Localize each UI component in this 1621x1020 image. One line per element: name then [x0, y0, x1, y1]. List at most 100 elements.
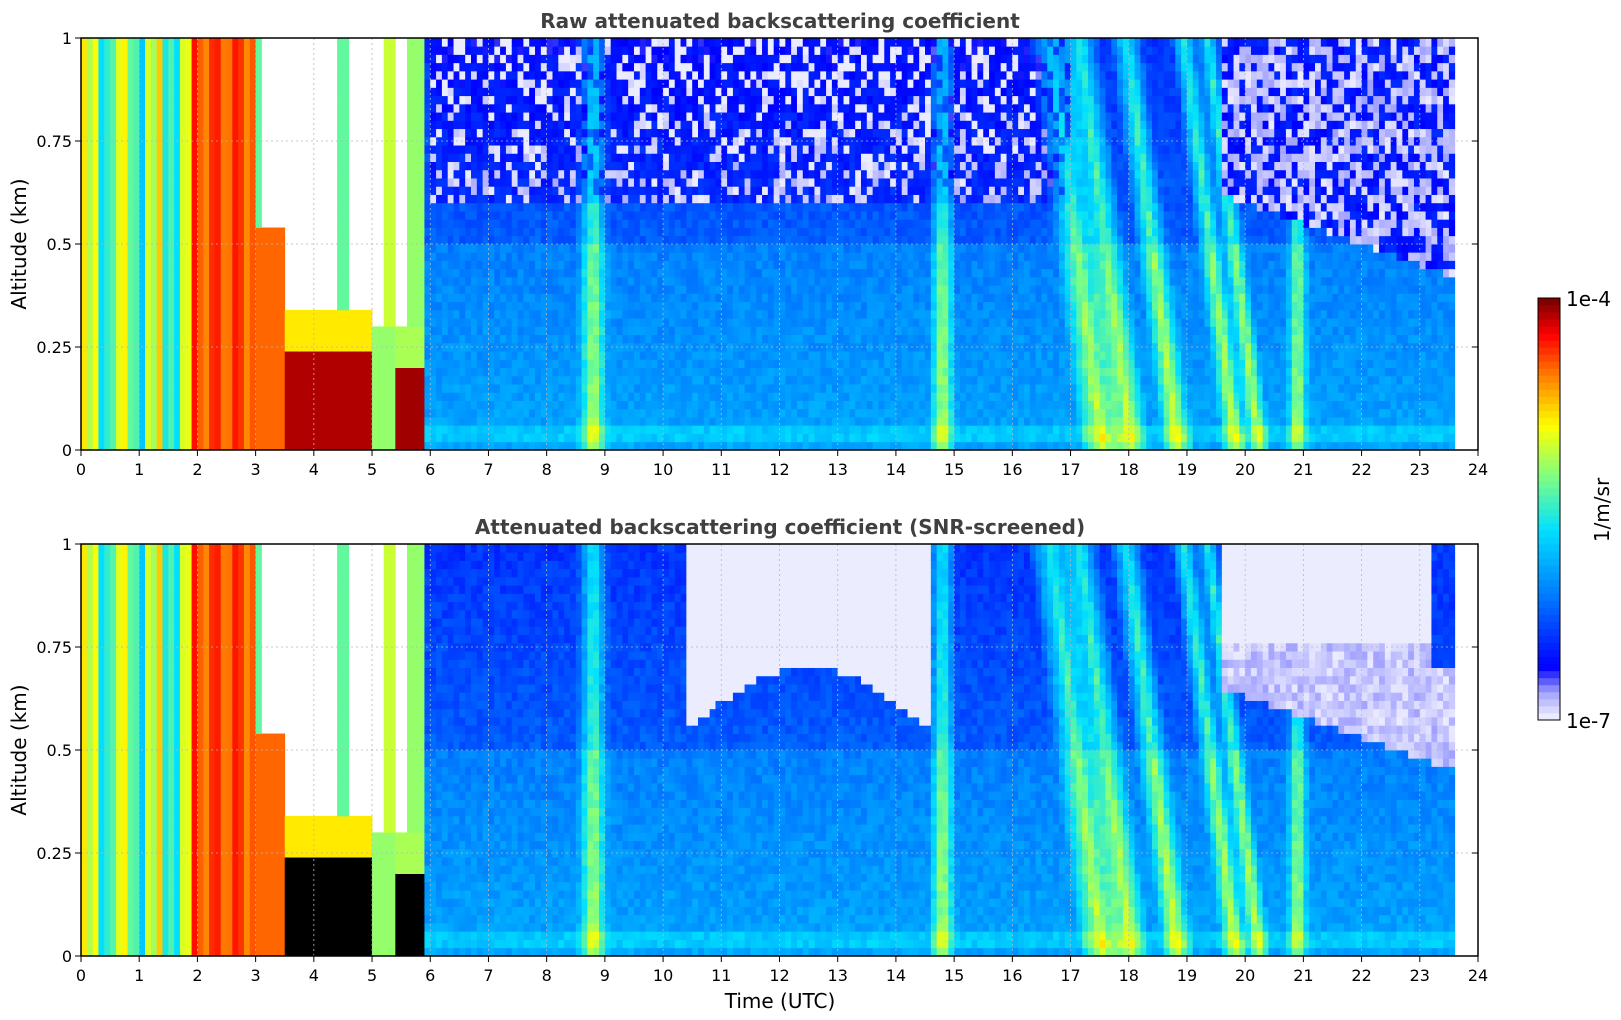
heatmap-cell [523, 276, 530, 286]
heatmap-cell [267, 417, 274, 426]
heatmap-cell [616, 227, 623, 237]
heatmap-cell [372, 408, 379, 418]
heatmap-cell [680, 375, 687, 385]
heatmap-cell [226, 169, 233, 179]
heatmap-cell [686, 425, 693, 434]
heatmap-cell [639, 54, 647, 64]
heatmap-cell [139, 351, 146, 360]
heatmap-cell [430, 285, 437, 294]
heatmap-cell [156, 408, 163, 418]
heatmap-cell [86, 235, 94, 245]
heatmap-cell [709, 169, 716, 179]
heatmap-cell [465, 145, 472, 154]
heatmap-cell [424, 79, 431, 88]
heatmap-cell [412, 46, 420, 55]
heatmap-cell [296, 342, 303, 352]
heatmap-cell [610, 359, 617, 368]
heatmap-cell [709, 417, 716, 426]
heatmap-cell [179, 334, 187, 344]
heatmap-cell [191, 301, 198, 311]
heatmap-cell [622, 326, 629, 336]
heatmap-cell [162, 62, 169, 72]
heatmap-cell [156, 400, 163, 410]
heatmap-cell [599, 38, 606, 47]
heatmap-cell [191, 202, 198, 212]
heatmap-cell [436, 351, 443, 360]
heatmap-cell [430, 169, 437, 179]
heatmap-cell [523, 441, 530, 451]
heatmap-cell [133, 235, 140, 245]
heatmap-cell [110, 153, 117, 162]
heatmap-cell [436, 425, 443, 434]
heatmap-cell [657, 326, 664, 336]
heatmap-cell [610, 375, 617, 385]
heatmap-cell [150, 235, 158, 245]
heatmap-cell [465, 425, 472, 434]
heatmap-cell [319, 309, 326, 319]
heatmap-cell [657, 79, 664, 88]
heatmap-cell [511, 235, 518, 245]
heatmap-cell [174, 425, 181, 434]
heatmap-cell [674, 87, 681, 97]
heatmap-cell [261, 392, 268, 401]
heatmap-cell [313, 400, 321, 410]
heatmap-cell [121, 54, 128, 64]
heatmap-cell [86, 79, 94, 88]
heatmap-cell [296, 417, 303, 426]
heatmap-cell [418, 38, 425, 47]
heatmap-cell [209, 417, 216, 426]
heatmap-cell [220, 301, 227, 311]
heatmap-cell [604, 46, 612, 55]
heatmap-cell [639, 375, 647, 385]
heatmap-cell [692, 400, 699, 410]
heatmap-cell [127, 54, 134, 64]
heatmap-cell [709, 38, 716, 47]
heatmap-cell [430, 145, 437, 154]
heatmap-cell [389, 367, 396, 377]
heatmap-cell [511, 301, 518, 311]
heatmap-cell [226, 425, 233, 434]
heatmap-cell [523, 128, 530, 138]
heatmap-cell [389, 145, 396, 154]
heatmap-cell [424, 441, 431, 451]
heatmap-cell [127, 128, 134, 138]
heatmap-cell [709, 392, 716, 401]
heatmap-cell [569, 334, 577, 344]
heatmap-cell [505, 252, 513, 261]
heatmap-cell [680, 202, 687, 212]
heatmap-cell [569, 178, 577, 187]
heatmap-cell [383, 87, 390, 97]
heatmap-cell [174, 194, 181, 204]
heatmap-cell [465, 293, 472, 303]
heatmap-cell [459, 194, 466, 204]
heatmap-cell [709, 351, 716, 360]
heatmap-cell [412, 169, 420, 179]
heatmap-cell [674, 425, 681, 434]
heatmap-cell [424, 87, 431, 97]
heatmap-cell [674, 285, 681, 294]
heatmap-cell [663, 285, 670, 294]
heatmap-cell [535, 62, 542, 72]
heatmap-cell [261, 318, 268, 327]
heatmap-cell [610, 392, 617, 401]
heatmap-cell [214, 202, 222, 212]
heatmap-cell [185, 62, 192, 72]
heatmap-cell [220, 392, 227, 401]
heatmap-cell [692, 194, 699, 204]
heatmap-cell [511, 433, 518, 443]
heatmap-cell [505, 400, 513, 410]
heatmap-cell [424, 301, 431, 311]
heatmap-cell [465, 367, 472, 377]
heatmap-cell [680, 145, 687, 154]
heatmap-cell [546, 260, 553, 270]
heatmap-cell [535, 433, 542, 443]
heatmap-cell [372, 326, 379, 336]
heatmap-cell [290, 392, 297, 401]
heatmap-cell [698, 425, 705, 434]
heatmap-cell [145, 433, 152, 443]
heatmap-cell [92, 136, 99, 146]
heatmap-cell [698, 194, 705, 204]
heatmap-cell [698, 70, 705, 80]
heatmap-cell [174, 408, 181, 418]
heatmap-cell [255, 186, 262, 195]
